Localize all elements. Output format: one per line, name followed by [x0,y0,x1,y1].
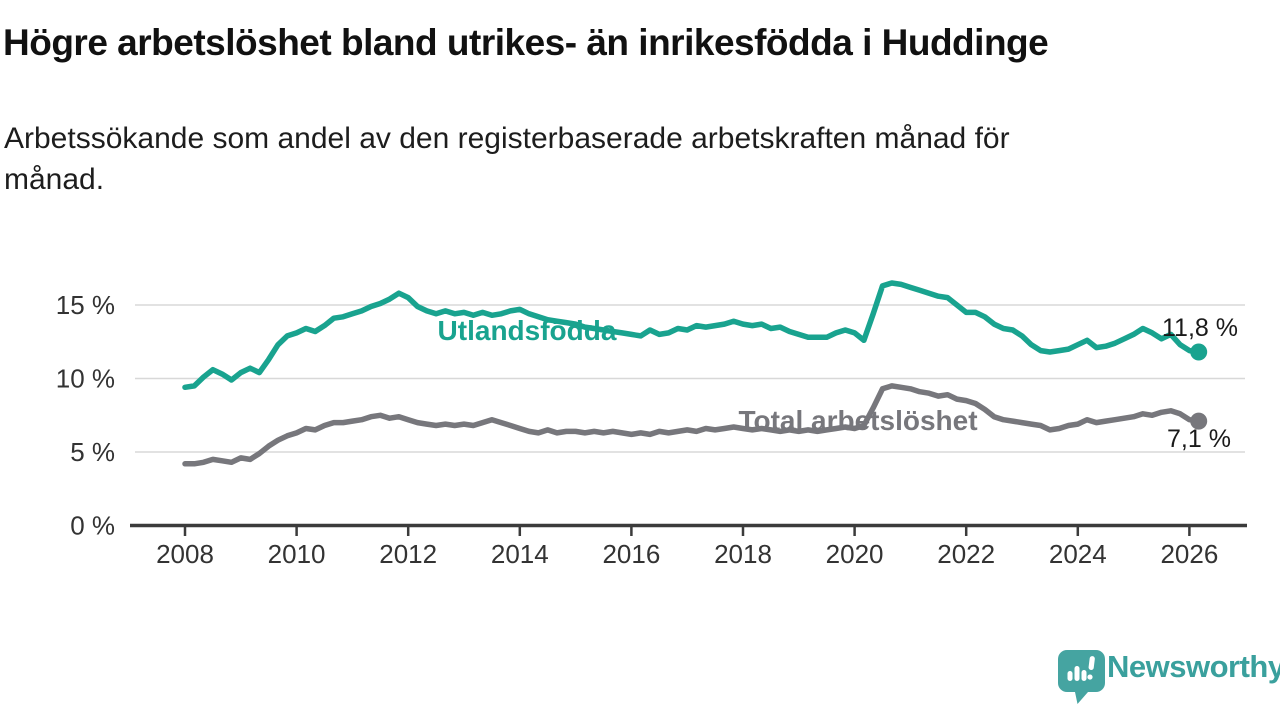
x-tick-label: 2018 [714,539,772,569]
series-label-utlandsfodda: Utlandsfödda [438,315,617,346]
y-tick-label: 15 % [56,290,115,320]
end-value-label-total-arbetsloshet: 7,1 % [1167,425,1231,453]
x-tick-label: 2026 [1160,539,1218,569]
x-tick-label: 2016 [602,539,660,569]
newsworthy-logo-icon [1058,650,1105,704]
x-tick-label: 2024 [1049,539,1107,569]
x-tick-label: 2012 [379,539,437,569]
x-tick-label: 2022 [937,539,995,569]
y-tick-label: 5 % [70,437,115,467]
bar-chart-glyph [1067,656,1095,681]
newsworthy-logo: Newsworthy [1055,646,1280,710]
x-tick-label: 2020 [826,539,884,569]
series-end-dot-total-arbetsloshet [1190,412,1208,430]
exclamation-glyph [1087,656,1095,680]
newsworthy-brand-text: Newsworthy [1107,649,1280,684]
x-tick-label: 2014 [491,539,549,569]
y-tick-label: 10 % [56,364,115,394]
chart-subtitle: Arbetssökande som andel av den registerb… [4,122,1010,197]
x-tick-label: 2010 [268,539,326,569]
y-tick-label: 0 % [70,511,115,541]
series-line-utlandsfodda [182,280,1202,391]
x-tick-label: 2008 [156,539,214,569]
unemployment-line-chart: 2008 2010 2012 2014 2016 2018 2020 2022 2024 2026… [56,280,1247,569]
series-end-dot-utlandsfodda [1190,343,1208,361]
chart-title: Högre arbetslöshet bland utrikes- än inr… [3,22,1049,63]
series-label-total-arbetsloshet: Total arbetslöshet [738,405,977,436]
end-value-label-utlandsfodda: 11,8 % [1162,314,1238,342]
series-line-total-arbetsloshet [182,383,1202,467]
